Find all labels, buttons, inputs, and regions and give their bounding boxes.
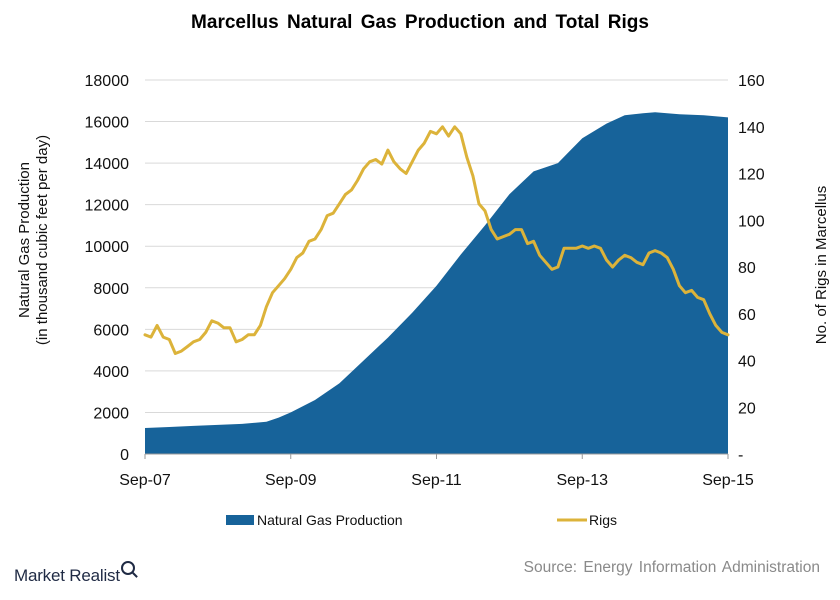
legend-swatch-production bbox=[226, 515, 254, 525]
rigs-line-layer bbox=[143, 125, 730, 355]
left-tick-label: 4000 bbox=[93, 364, 129, 381]
right-axis-ticks: - 20 40 60 80 100 120 140 160 bbox=[738, 73, 765, 464]
chart-title: Marcellus Natural Gas Production and Tot… bbox=[191, 12, 649, 33]
rigs-line bbox=[143, 125, 730, 355]
left-axis-ticks: 0 2000 4000 6000 8000 10000 12000 14000 16000 180… bbox=[85, 73, 130, 464]
legend-label-rigs: Rigs bbox=[589, 512, 617, 528]
right-tick-label: 60 bbox=[738, 307, 756, 324]
left-tick-label: 0 bbox=[120, 447, 129, 464]
left-axis-title-line2: (in thousand cubic feet per day) bbox=[34, 135, 51, 345]
left-tick-label: 8000 bbox=[93, 281, 129, 298]
x-tick-label: Sep-13 bbox=[556, 472, 608, 489]
x-tick-label: Sep-11 bbox=[411, 472, 462, 489]
brand-logo: Market Realist bbox=[14, 561, 135, 586]
x-tick-label: Sep-07 bbox=[119, 472, 171, 489]
x-tick-label: Sep-09 bbox=[265, 472, 317, 489]
right-axis-title: No. of Rigs in Marcellus bbox=[813, 186, 830, 344]
left-tick-label: 6000 bbox=[93, 322, 129, 339]
left-tick-label: 2000 bbox=[93, 405, 129, 422]
right-tick-label: 100 bbox=[738, 213, 765, 230]
left-tick-label: 16000 bbox=[85, 115, 130, 132]
right-tick-label: 40 bbox=[738, 354, 756, 371]
right-tick-label: 120 bbox=[738, 167, 765, 184]
left-tick-label: 18000 bbox=[85, 73, 130, 90]
source-note: Source: Energy Information Administratio… bbox=[523, 559, 820, 576]
magnifier-icon bbox=[120, 561, 135, 575]
left-tick-label: 14000 bbox=[85, 156, 130, 173]
left-tick-label: 12000 bbox=[85, 198, 130, 215]
right-tick-label: 20 bbox=[738, 400, 756, 417]
right-tick-label: 80 bbox=[738, 260, 756, 277]
right-tick-label: 140 bbox=[738, 120, 765, 137]
brand-name: Market Realist bbox=[14, 566, 120, 585]
production-area bbox=[145, 112, 728, 454]
legend: Natural Gas Production Rigs bbox=[226, 512, 617, 528]
right-tick-label: 160 bbox=[738, 73, 765, 90]
axes bbox=[144, 453, 729, 459]
legend-label-production: Natural Gas Production bbox=[257, 512, 403, 528]
right-tick-label: - bbox=[738, 447, 743, 464]
left-axis-title-line1: Natural Gas Production bbox=[16, 162, 33, 318]
left-tick-label: 10000 bbox=[85, 239, 130, 256]
x-tick-label: Sep-15 bbox=[702, 472, 754, 489]
x-axis-ticks: Sep-07 Sep-09 Sep-11 Sep-13 Sep-15 bbox=[119, 472, 754, 489]
production-area-layer bbox=[145, 112, 728, 454]
